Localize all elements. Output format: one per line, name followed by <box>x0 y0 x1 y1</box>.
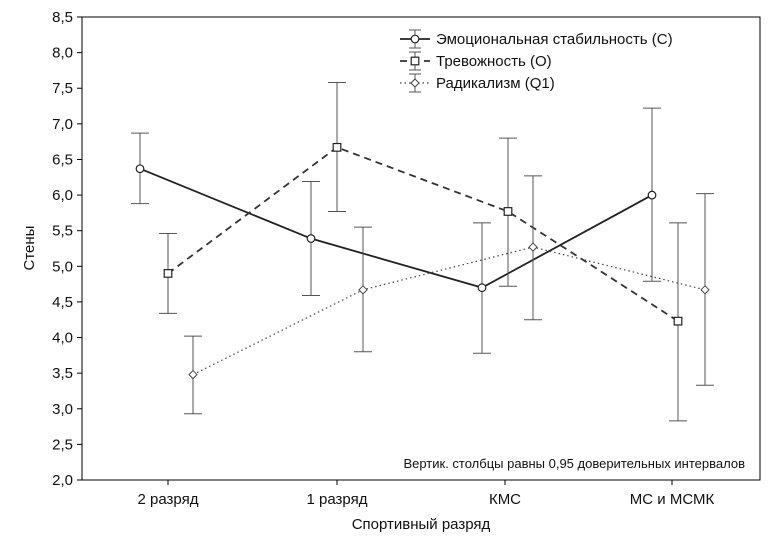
legend-label: Радикализм (Q1) <box>436 75 555 92</box>
data-point <box>135 164 145 174</box>
series-1 <box>131 107 661 354</box>
series-line <box>192 246 706 376</box>
y-tick-label: 5,5 <box>52 223 73 240</box>
y-tick-label: 6,5 <box>52 151 73 168</box>
y-tick-label: 7,0 <box>52 116 73 133</box>
data-point <box>306 234 316 243</box>
legend-swatch-marker <box>410 78 420 88</box>
legend: Эмоциональная стабильность (С) Тревожност… <box>400 29 673 93</box>
data-point <box>673 316 683 326</box>
data-point <box>332 142 342 152</box>
ci-note: Вертик. столбцы равны 0,95 доверительных… <box>403 456 745 471</box>
series-line <box>167 146 679 322</box>
data-point <box>163 269 173 278</box>
legend-item: Эмоциональная стабильность (С) <box>400 29 673 49</box>
data-point <box>700 285 710 295</box>
legend-label: Тревожность (О) <box>436 53 552 70</box>
y-tick-label: 3,5 <box>52 365 73 382</box>
y-tick-label: 8,5 <box>52 9 73 26</box>
x-tick-label: МС и МСМК <box>630 491 715 508</box>
y-tick-label: 4,0 <box>52 330 73 347</box>
y-axis-label: Стены <box>21 226 38 271</box>
y-tick-label: 2,0 <box>52 472 73 489</box>
legend-item: Тревожность (О) <box>400 51 552 71</box>
plot-area <box>81 16 761 481</box>
y-tick-label: 8,0 <box>52 45 73 62</box>
legend-swatch-marker <box>410 56 420 66</box>
x-tick-label: КМС <box>489 491 521 508</box>
series-3 <box>184 175 714 415</box>
legend-label: Эмоциональная стабильность (С) <box>436 31 673 48</box>
legend-item: Радикализм (Q1) <box>400 73 555 93</box>
x-tick-label: 1 разряд <box>307 491 368 508</box>
y-tick-label: 2,5 <box>52 436 73 453</box>
series-2 <box>159 82 687 422</box>
x-tick-label: 2 разряд <box>138 491 199 508</box>
data-point <box>503 207 513 216</box>
data-point <box>358 285 368 295</box>
y-tick-label: 3,0 <box>52 401 73 418</box>
series-line <box>139 167 653 289</box>
y-tick-label: 4,5 <box>52 294 73 311</box>
x-axis: 2 разряд 1 разряд КМС МС и МСМК <box>138 480 715 508</box>
y-tick-label: 6,0 <box>52 187 73 204</box>
y-tick-label: 7,5 <box>52 80 73 97</box>
y-axis: 2,0 2,5 3,0 3,5 4,0 4,5 5,0 5,5 6,0 6,5 7,0 7,5 8,0 8… <box>52 9 82 489</box>
data-point <box>188 369 198 380</box>
data-point <box>528 242 538 252</box>
y-tick-label: 5,0 <box>52 258 73 275</box>
legend-swatch-marker <box>410 34 420 44</box>
x-axis-label: Спортивный разряд <box>352 516 491 533</box>
data-point <box>647 190 657 200</box>
data-point <box>477 283 487 293</box>
series-layer <box>131 82 714 422</box>
